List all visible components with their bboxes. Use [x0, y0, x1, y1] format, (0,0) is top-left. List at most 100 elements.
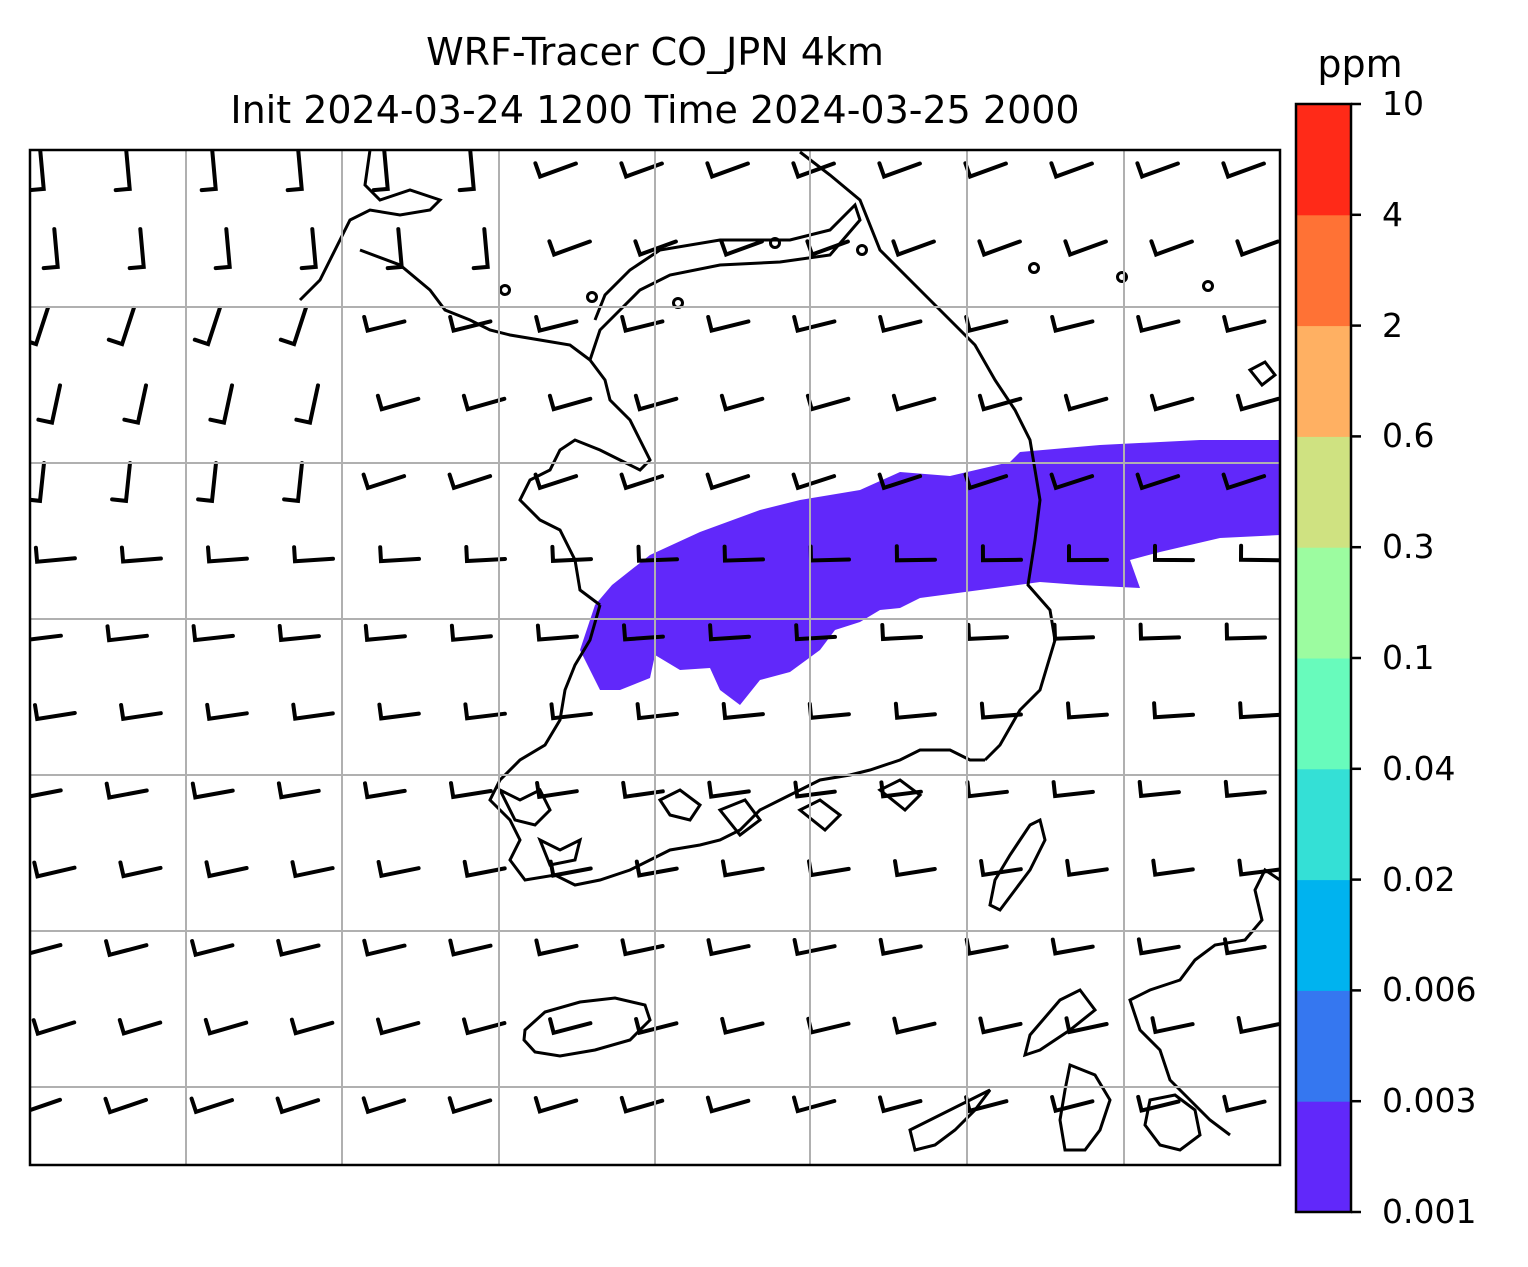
- wind-barb: [1136, 1094, 1181, 1113]
- wind-barb: [719, 239, 764, 258]
- wind-barb: [792, 1095, 837, 1114]
- wind-barb: [213, 227, 232, 271]
- wind-barb: [1051, 780, 1095, 799]
- wind-barb: [196, 461, 218, 504]
- wind-barb: [189, 1096, 234, 1115]
- wind-barb: [1236, 1016, 1280, 1035]
- wind-barb: [1223, 779, 1267, 798]
- wind-barb: [282, 461, 304, 504]
- wind-barb: [1063, 239, 1108, 258]
- wind-barb: [119, 703, 163, 722]
- map-subtitle: Init 2024-03-24 1200 Time 2024-03-25 200…: [230, 88, 1080, 132]
- wind-barb: [964, 315, 1009, 334]
- wind-barb: [1050, 1095, 1095, 1114]
- wind-barb: [549, 702, 593, 721]
- wind-barb: [1066, 701, 1109, 720]
- wind-barb: [635, 702, 679, 721]
- wind-barb: [192, 305, 222, 347]
- wind-barb: [363, 623, 407, 642]
- wind-barb: [894, 544, 937, 563]
- wind-barb: [448, 938, 493, 957]
- colorbar-tick-label: 0.6: [1382, 416, 1435, 456]
- wind-barb: [462, 1017, 507, 1036]
- wind-barb: [1135, 472, 1181, 491]
- wind-barb: [30, 943, 63, 956]
- wind-barb: [31, 1018, 77, 1037]
- wind-barb: [535, 623, 579, 642]
- wind-barb: [878, 1095, 923, 1114]
- wind-barb: [620, 315, 665, 334]
- wind-barb: [462, 859, 507, 878]
- wind-barb: [190, 939, 235, 958]
- wind-barb: [980, 544, 1023, 563]
- wind-barb: [978, 1016, 1023, 1035]
- wind-barb: [277, 624, 321, 643]
- wind-barb: [1049, 472, 1095, 491]
- wind-barb: [457, 150, 476, 193]
- wind-barb: [276, 938, 321, 957]
- wind-barb: [106, 305, 136, 347]
- wind-barb: [30, 633, 63, 642]
- calm-wind-marker: [769, 237, 781, 249]
- wind-barb: [291, 702, 335, 721]
- wind-barb: [1067, 544, 1109, 563]
- wind-barb: [362, 315, 407, 334]
- wind-barb: [471, 227, 490, 271]
- wind-barb: [534, 938, 579, 957]
- wind-barb: [1136, 937, 1181, 956]
- wind-barb: [550, 544, 593, 563]
- wind-barb: [1221, 161, 1266, 180]
- wind-barb: [719, 393, 765, 412]
- wind-barb: [533, 472, 579, 491]
- wind-barb: [548, 1017, 593, 1036]
- colorbar-segment: [1296, 879, 1351, 991]
- wind-barb: [1150, 1016, 1195, 1035]
- colorbar-segment: [1296, 768, 1351, 881]
- wind-barb: [1063, 393, 1109, 412]
- wind-barb: [448, 315, 493, 334]
- colorbar-ticks: [1351, 102, 1361, 1214]
- wind-barb: [533, 161, 578, 180]
- wind-barb: [963, 161, 1008, 180]
- wind-barb: [805, 239, 850, 258]
- wind-barb: [290, 860, 335, 879]
- wind-barb: [1222, 1094, 1267, 1113]
- wind-barb: [705, 1095, 751, 1114]
- wind-barb: [878, 315, 923, 334]
- map-frame: [28, 148, 1282, 1167]
- wind-barb: [289, 1017, 335, 1036]
- wind-barb: [619, 1095, 665, 1114]
- wind-barb: [30, 305, 50, 347]
- wind-barb: [706, 938, 751, 957]
- wind-barb: [1153, 543, 1195, 563]
- coastlines: [298, 150, 1280, 1152]
- wind-barb: [720, 1016, 765, 1035]
- wind-barb: [705, 161, 750, 180]
- wind-barb: [548, 859, 593, 878]
- calm-wind-marker: [586, 291, 598, 303]
- wind-barb: [807, 701, 851, 720]
- wind-barb: [33, 703, 77, 722]
- colorbar-tick-label: 0.003: [1382, 1081, 1477, 1121]
- wind-barb: [706, 315, 751, 334]
- wind-barb: [122, 383, 148, 425]
- wind-barb: [634, 1017, 679, 1036]
- wind-barb: [463, 702, 507, 721]
- wind-barb: [191, 624, 235, 643]
- wind-barb: [1050, 937, 1095, 956]
- wind-barb: [1224, 622, 1267, 641]
- wind-barb: [278, 305, 308, 347]
- wind-barb: [707, 780, 751, 799]
- wind-barb: [33, 545, 77, 564]
- calm-wind-marker: [856, 244, 868, 256]
- wind-barb: [104, 939, 149, 958]
- wind-barb: [633, 239, 678, 258]
- wind-barb: [30, 788, 63, 799]
- wind-barb: [722, 544, 765, 563]
- wind-barb: [385, 227, 404, 271]
- wind-barb: [547, 239, 592, 258]
- wind-barb: [619, 161, 664, 180]
- wind-barb: [378, 545, 421, 564]
- wind-barb: [893, 701, 937, 720]
- wind-barb: [533, 1096, 579, 1114]
